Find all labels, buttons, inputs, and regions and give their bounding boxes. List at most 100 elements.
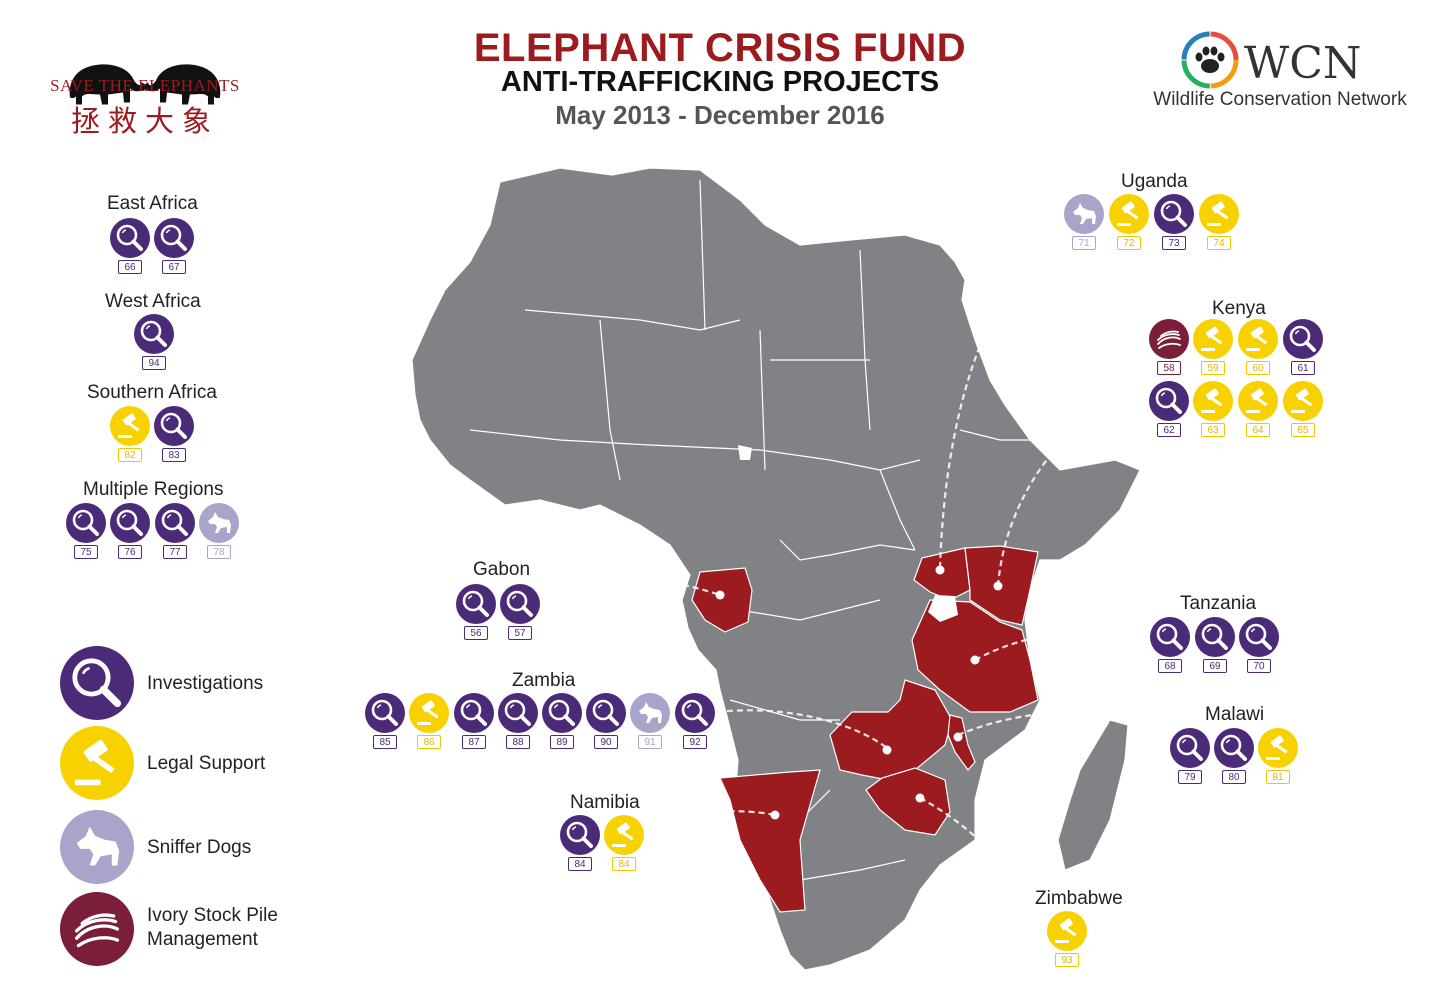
country-label-tanzania: Tanzania bbox=[1180, 593, 1257, 614]
project-badge: 84 bbox=[604, 815, 644, 871]
country-label-uganda: Uganda bbox=[1121, 171, 1188, 192]
project-badge: 91 bbox=[630, 693, 670, 749]
project-badge: 80 bbox=[1214, 728, 1254, 784]
magnifier-icon bbox=[134, 314, 174, 354]
project-number: 73 bbox=[1162, 236, 1186, 250]
magnifier-icon bbox=[110, 503, 150, 543]
project-badge: 63 bbox=[1193, 381, 1233, 437]
project-number: 80 bbox=[1222, 770, 1246, 784]
project-badge: 57 bbox=[500, 584, 540, 640]
project-badge: 88 bbox=[498, 693, 538, 749]
legend-label-sniffer-dogs: Sniffer Dogs bbox=[147, 837, 252, 858]
project-badge: 85 bbox=[365, 693, 405, 749]
project-number: 89 bbox=[550, 735, 574, 749]
magnifier-icon bbox=[155, 503, 195, 543]
gavel-icon bbox=[604, 815, 644, 855]
legend-item-legal-support: Legal Support bbox=[60, 726, 320, 802]
legend-label-ivory-stock: Ivory Stock Pile Management bbox=[147, 904, 278, 952]
project-badge: 65 bbox=[1283, 381, 1323, 437]
project-number: 70 bbox=[1247, 659, 1271, 673]
project-badge: 67 bbox=[154, 218, 194, 274]
ste-logo-chinese: 拯救大象 bbox=[70, 104, 219, 138]
project-number: 91 bbox=[638, 735, 662, 749]
project-badge: 72 bbox=[1109, 194, 1149, 250]
project-badge: 83 bbox=[154, 406, 194, 462]
magnifier-icon bbox=[110, 218, 150, 258]
dog-icon bbox=[1064, 194, 1104, 234]
date-range: May 2013 - December 2016 bbox=[555, 100, 885, 130]
magnifier-icon bbox=[1170, 728, 1210, 768]
project-badge: 84 bbox=[560, 815, 600, 871]
region-label-southern-africa: Southern Africa bbox=[87, 382, 217, 403]
project-number: 64 bbox=[1246, 423, 1270, 437]
region-label-east-africa: East Africa bbox=[107, 193, 198, 214]
project-number: 71 bbox=[1072, 236, 1096, 250]
project-number: 58 bbox=[1157, 361, 1181, 375]
project-number: 62 bbox=[1157, 423, 1181, 437]
project-badge: 82 bbox=[110, 406, 150, 462]
project-number: 77 bbox=[163, 545, 187, 559]
project-number: 72 bbox=[1117, 236, 1141, 250]
page-title: ELEPHANT CRISIS FUND bbox=[473, 26, 967, 70]
africa-continent bbox=[411, 167, 1141, 971]
gavel-icon bbox=[1047, 911, 1087, 951]
project-number: 82 bbox=[118, 448, 142, 462]
project-badge: 58 bbox=[1149, 319, 1189, 375]
project-badge: 75 bbox=[66, 503, 106, 559]
magnifier-icon bbox=[542, 693, 582, 733]
country-label-zambia: Zambia bbox=[512, 670, 576, 691]
country-zimbabwe bbox=[865, 767, 951, 836]
tusks-icon bbox=[60, 892, 134, 966]
dog-icon bbox=[60, 810, 134, 884]
region-label-multiple-regions: Multiple Regions bbox=[83, 479, 224, 500]
project-badge: 86 bbox=[409, 693, 449, 749]
magnifier-icon bbox=[586, 693, 626, 733]
project-number: 69 bbox=[1203, 659, 1227, 673]
connector-lines bbox=[544, 217, 1171, 921]
project-badge: 74 bbox=[1199, 194, 1239, 250]
gavel-icon bbox=[1283, 381, 1323, 421]
legend-item-investigations: Investigations bbox=[60, 646, 320, 722]
project-number: 86 bbox=[417, 735, 441, 749]
project-badge: 81 bbox=[1258, 728, 1298, 784]
tusks-icon bbox=[1149, 319, 1189, 359]
dog-icon bbox=[630, 693, 670, 733]
project-number: 68 bbox=[1158, 659, 1182, 673]
project-number: 84 bbox=[612, 857, 636, 871]
page-subtitle: ANTI-TRAFFICKING PROJECTS bbox=[500, 66, 940, 98]
project-number: 60 bbox=[1246, 361, 1270, 375]
highlighted-countries bbox=[691, 545, 1039, 913]
gavel-icon bbox=[1238, 319, 1278, 359]
project-badge: 76 bbox=[110, 503, 150, 559]
project-badge: 64 bbox=[1238, 381, 1278, 437]
legend-label-legal-support: Legal Support bbox=[147, 753, 266, 774]
project-badge: 77 bbox=[155, 503, 195, 559]
project-badge: 92 bbox=[675, 693, 715, 749]
project-badge: 70 bbox=[1239, 617, 1279, 673]
country-label-zimbabwe: Zimbabwe bbox=[1035, 888, 1123, 909]
gavel-icon bbox=[1193, 319, 1233, 359]
project-badge: 71 bbox=[1064, 194, 1104, 250]
gavel-icon bbox=[1109, 194, 1149, 234]
project-number: 74 bbox=[1207, 236, 1231, 250]
project-badge: 59 bbox=[1193, 319, 1233, 375]
region-label-west-africa: West Africa bbox=[105, 291, 201, 312]
project-number: 87 bbox=[462, 735, 486, 749]
project-badge: 94 bbox=[134, 314, 174, 370]
gavel-icon bbox=[1238, 381, 1278, 421]
project-badge: 66 bbox=[110, 218, 150, 274]
project-badge: 89 bbox=[542, 693, 582, 749]
project-number: 65 bbox=[1291, 423, 1315, 437]
project-number: 57 bbox=[508, 626, 532, 640]
project-badge: 78 bbox=[199, 503, 239, 559]
project-number: 94 bbox=[142, 356, 166, 370]
elephants-logo-icon bbox=[69, 64, 221, 105]
project-badge: 60 bbox=[1238, 319, 1278, 375]
project-number: 92 bbox=[683, 735, 707, 749]
magnifier-icon bbox=[154, 406, 194, 446]
magnifier-icon bbox=[1150, 617, 1190, 657]
magnifier-icon bbox=[1154, 194, 1194, 234]
country-label-kenya: Kenya bbox=[1212, 298, 1266, 319]
project-number: 93 bbox=[1055, 953, 1079, 967]
